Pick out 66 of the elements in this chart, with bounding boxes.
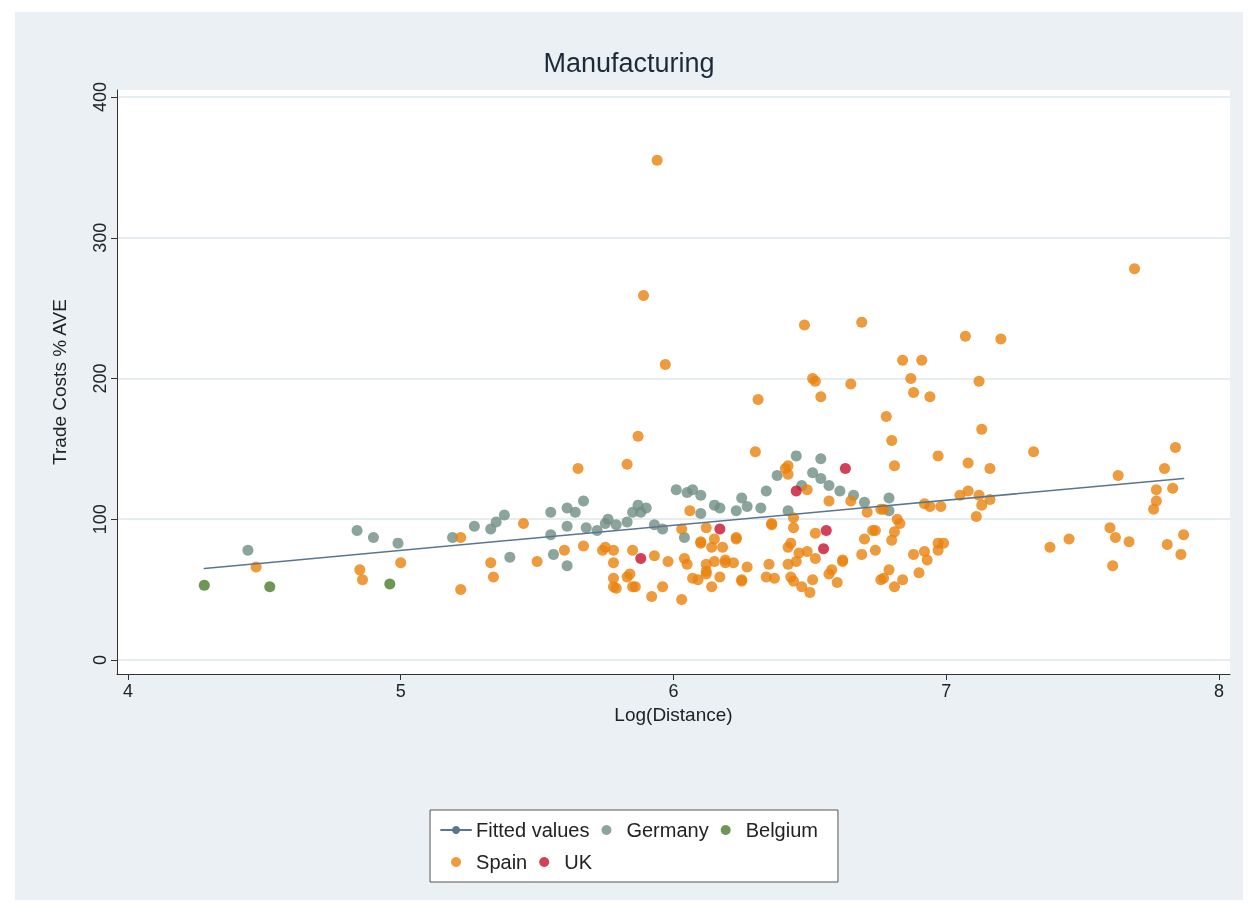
point: [602, 513, 614, 525]
y-tick-label: 0: [90, 654, 110, 665]
point: [504, 551, 516, 563]
point: [569, 506, 581, 518]
legend-label: UK: [564, 851, 593, 873]
y-tick-label: 400: [90, 82, 110, 113]
point: [714, 502, 726, 514]
point: [580, 522, 592, 534]
point: [640, 502, 652, 514]
point: [561, 560, 573, 572]
y-axis-title: Trade Costs % AVE: [49, 299, 70, 465]
x-tick-label: 4: [122, 681, 133, 701]
point: [790, 450, 802, 462]
point: [695, 489, 707, 501]
point: [741, 501, 753, 513]
point: [490, 516, 502, 528]
point: [351, 524, 363, 536]
point: [384, 578, 396, 590]
point: [815, 453, 827, 465]
point: [790, 485, 802, 497]
x-tick-label: 7: [941, 681, 952, 701]
legend-label: Spain: [476, 851, 528, 873]
legend-label: Fitted values: [476, 819, 590, 841]
point: [736, 492, 748, 504]
point: [823, 479, 835, 491]
point: [670, 484, 682, 496]
x-tick-label: 5: [395, 681, 406, 701]
point: [678, 532, 690, 543]
point: [687, 484, 699, 496]
point: [807, 467, 819, 479]
point: [621, 516, 633, 528]
point: [610, 519, 622, 531]
point: [858, 496, 870, 508]
point: [771, 470, 783, 482]
point: [561, 520, 573, 532]
x-tick-label: 8: [1214, 681, 1225, 701]
y-tick-label: 300: [90, 222, 110, 253]
x-axis-title: Log(Distance): [614, 703, 733, 725]
point: [392, 537, 404, 549]
y-tick-label: 200: [90, 363, 110, 394]
point: [815, 472, 827, 484]
y-tick-label: 100: [90, 504, 110, 535]
point: [883, 492, 895, 504]
point: [498, 509, 510, 521]
x-tick-label: 6: [668, 681, 679, 701]
point: [714, 523, 726, 535]
point: [834, 485, 846, 497]
point: [635, 553, 647, 565]
chart-title: Manufacturing: [543, 47, 715, 78]
point: [577, 495, 589, 507]
point: [820, 524, 832, 536]
point: [242, 544, 254, 556]
point: [818, 543, 830, 555]
legend-label: Germany: [626, 819, 709, 841]
point: [264, 581, 276, 593]
point: [468, 520, 480, 532]
point: [367, 532, 379, 543]
point: [839, 463, 851, 475]
legend-label: Belgium: [745, 819, 818, 841]
point: [547, 548, 559, 560]
point: [545, 506, 557, 518]
point: [755, 502, 767, 514]
point: [760, 485, 772, 497]
point: [695, 508, 707, 520]
point: [730, 505, 742, 517]
point: [198, 579, 210, 591]
